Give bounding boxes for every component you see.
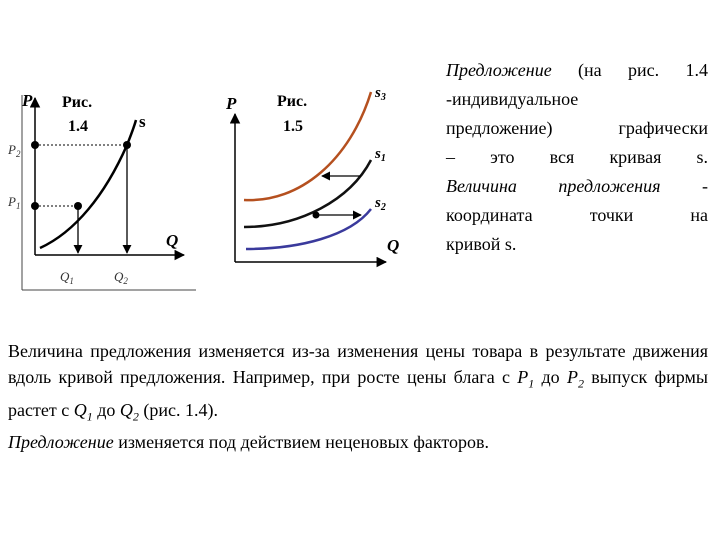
fig14-curve-label: s <box>139 112 146 131</box>
fig15-s1-label: s1 <box>374 146 386 164</box>
definition-line-5: Величина предложения - <box>446 176 708 196</box>
fig14-p1-label: P1 <box>7 194 20 211</box>
definition-line-6: координата точки на <box>446 205 708 225</box>
definition-term: Предложение <box>446 60 552 80</box>
explanation-text: Величина предложения изменяется из-за из… <box>8 341 708 453</box>
explanation-paragraph: Величина предложения изменяется из-за из… <box>8 338 708 455</box>
fig14-caption-line2: 1.4 <box>68 118 88 135</box>
figure-1-5: P Q Рис. 1.5 s3 s1 s2 <box>225 85 399 268</box>
fig14-p-axis-label: P <box>21 91 33 110</box>
definition-line-7: кривой s. <box>446 234 517 254</box>
fig14-p1-axis-point <box>31 202 39 210</box>
definition-line-3: предложение) графически <box>446 118 708 138</box>
fig15-s2-label: s2 <box>374 195 386 213</box>
definition-line-1: Предложение (на рис. 1.4 <box>446 60 708 80</box>
fig14-q-axis-label: Q <box>166 231 178 250</box>
fig14-supply-curve <box>39 119 138 250</box>
figure-1-4: P Q Рис. 1.4 s P2 P1 Q1 Q2 <box>7 91 196 291</box>
fig15-point <box>312 211 320 219</box>
fig14-q1-label: Q1 <box>60 269 74 286</box>
fig14-p2-axis-point <box>31 141 39 149</box>
fig15-q-axis-label: Q <box>387 236 399 255</box>
fig14-q2-label: Q2 <box>114 269 128 286</box>
fig14-point-1 <box>74 202 82 210</box>
fig14-p2-label: P2 <box>7 142 21 159</box>
definition-line-2: -индивидуальное <box>446 89 579 109</box>
fig14-point-2 <box>123 141 131 149</box>
fig15-s2-curve <box>245 208 372 251</box>
definition-line-4: – это вся кривая s. <box>446 147 708 167</box>
fig14-caption-line1: Рис. <box>62 94 92 111</box>
fig15-s3-curve <box>243 91 373 202</box>
fig15-s1-curve <box>243 159 373 229</box>
fig15-caption-line2: 1.5 <box>283 118 303 135</box>
fig15-caption-line1: Рис. <box>277 93 307 110</box>
definition-paragraph: Предложение (на рис. 1.4 -индивидуальное… <box>446 56 708 259</box>
explanation-term: Предложение <box>8 432 114 453</box>
fig15-s3-label: s3 <box>374 85 386 103</box>
fig15-p-axis-label: P <box>225 94 237 113</box>
definition-term-2: Величина предложения <box>446 176 661 196</box>
